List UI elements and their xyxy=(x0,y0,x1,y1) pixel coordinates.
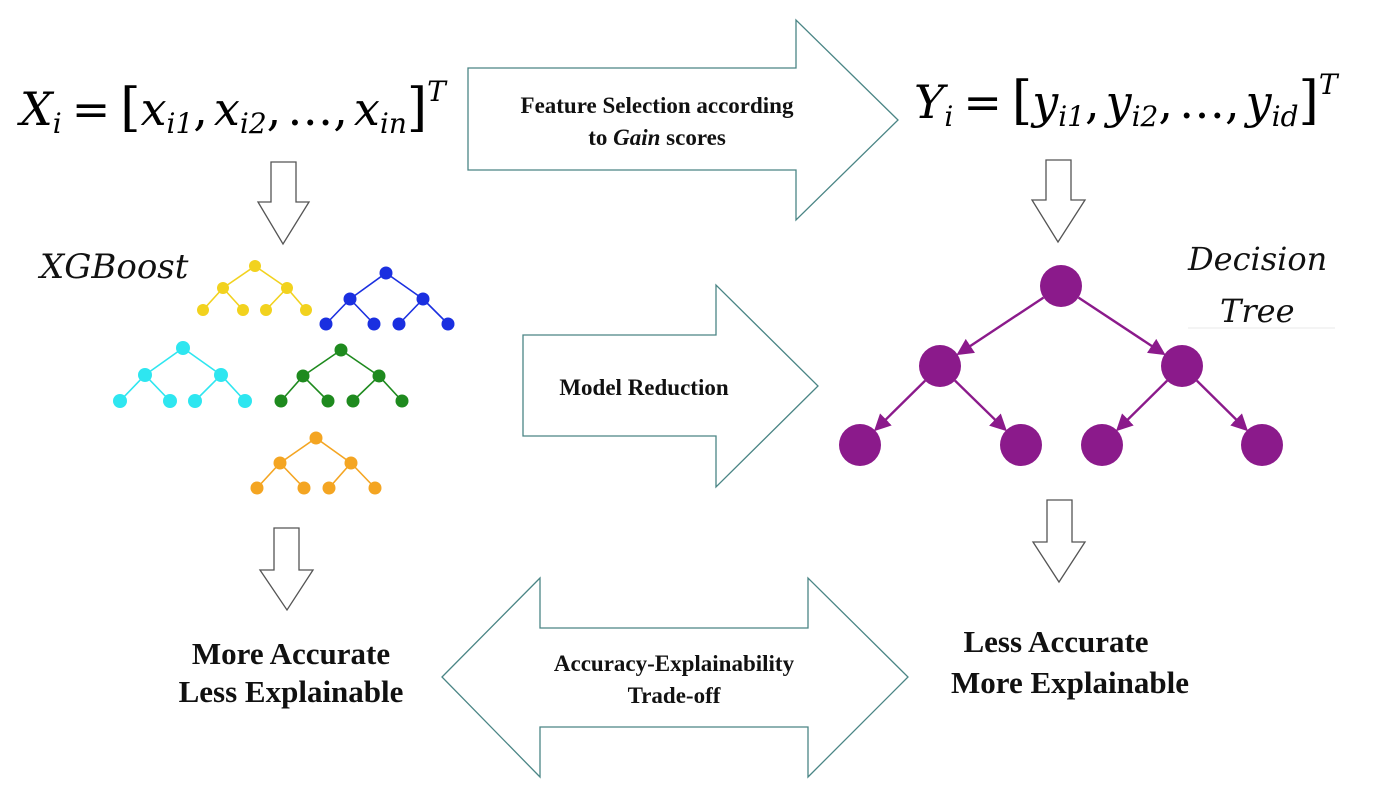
tree-edge xyxy=(315,437,352,464)
down-arrow-x-to-xgboost xyxy=(256,161,311,246)
tree-node xyxy=(343,292,357,306)
tree-node xyxy=(249,260,261,272)
tree-node xyxy=(300,304,312,316)
down-arrow-xgboost-to-outcome xyxy=(258,527,315,612)
tree-node xyxy=(250,481,264,495)
tree-node xyxy=(372,369,386,383)
tree-node xyxy=(368,481,382,495)
tradeoff-label-line1: Accuracy-Explainability xyxy=(554,651,795,676)
right-outcome-line2: More Explainable xyxy=(951,665,1189,700)
tree-node xyxy=(334,343,348,357)
tree-edge xyxy=(349,272,387,300)
tree-node xyxy=(367,317,381,331)
tree-node xyxy=(188,394,202,408)
tree-node xyxy=(113,394,127,408)
tree-edge xyxy=(222,265,256,289)
tree-node xyxy=(274,394,288,408)
feature-selection-label-line2: to Gain scores xyxy=(588,125,726,150)
tradeoff-label-line2: Trade-off xyxy=(628,683,721,708)
decision-tree-node xyxy=(1040,265,1082,307)
left-outcome-line1: More Accurate xyxy=(192,636,390,671)
decision-tree-edge xyxy=(873,379,926,432)
down-arrow-tree-to-outcome xyxy=(1031,499,1087,584)
tree-node xyxy=(392,317,406,331)
feature-selection-label-line1: Feature Selection according xyxy=(521,93,794,118)
decision-tree-node xyxy=(919,345,961,387)
tree-node xyxy=(176,341,190,355)
tree-node xyxy=(297,481,311,495)
decision-tree-edge xyxy=(1196,379,1249,432)
xgboost-tree-orange xyxy=(250,431,382,495)
tree-edge xyxy=(254,265,288,289)
tree-node xyxy=(260,304,272,316)
decision-tree-edge xyxy=(956,296,1045,356)
tree-edge xyxy=(182,347,222,376)
decision-tree-label-line2: Tree xyxy=(1220,292,1295,330)
tree-node xyxy=(217,282,229,294)
decision-tree-edge xyxy=(1115,379,1168,432)
tree-node xyxy=(322,481,336,495)
xgboost-tree-blue xyxy=(319,266,455,331)
tree-node xyxy=(416,292,430,306)
xgboost-tree-yellow xyxy=(197,260,312,316)
tree-node xyxy=(379,266,393,280)
xgboost-ensemble xyxy=(113,260,455,495)
tree-node xyxy=(238,394,252,408)
xgboost-tree-green xyxy=(274,343,409,408)
tree-node xyxy=(197,304,209,316)
x-vector-formula: Xi = [xi1, xi2,…, xin]T xyxy=(17,75,448,140)
xgboost-label: XGBoost xyxy=(37,247,189,287)
feature-selection-arrow: Feature Selection according to Gain scor… xyxy=(467,18,899,222)
right-outcome-line1: Less Accurate xyxy=(963,624,1148,659)
down-arrow-y-to-tree xyxy=(1030,159,1087,244)
tree-edge xyxy=(340,349,380,377)
tree-edge xyxy=(385,272,424,300)
tree-node xyxy=(319,317,333,331)
decision-tree-node xyxy=(1081,424,1123,466)
tree-node xyxy=(237,304,249,316)
tree-node xyxy=(309,431,323,445)
tree-node xyxy=(273,456,287,470)
decision-tree-node xyxy=(1000,424,1042,466)
tree-node xyxy=(441,317,455,331)
tradeoff-double-arrow: Accuracy-Explainability Trade-off xyxy=(441,576,909,779)
model-reduction-label: Model Reduction xyxy=(559,375,729,400)
decision-tree-node xyxy=(1161,345,1203,387)
tree-node xyxy=(346,394,360,408)
tree-node xyxy=(321,394,335,408)
svg-text:Xi=[xi1,xi2,…,xin]T: Xi = [xi1, xi2,…, xin]T xyxy=(17,75,448,140)
tree-node xyxy=(395,394,409,408)
tree-node xyxy=(281,282,293,294)
tree-edge xyxy=(302,349,342,377)
model-reduction-arrow: Model Reduction xyxy=(522,283,819,489)
decision-tree-edge xyxy=(1077,296,1166,356)
decision-tree-node xyxy=(1241,424,1283,466)
tree-node xyxy=(344,456,358,470)
tree-node xyxy=(296,369,310,383)
left-outcome-line2: Less Explainable xyxy=(179,674,404,709)
decision-tree-edge xyxy=(954,379,1007,432)
tree-node xyxy=(214,368,228,382)
tree-node xyxy=(138,368,152,382)
decision-tree-node xyxy=(839,424,881,466)
y-vector-formula: Yi = [yi1, yi2,…, yid]T xyxy=(914,68,1340,133)
decision-tree-label-line1: Decision xyxy=(1187,240,1327,278)
tree-node xyxy=(163,394,177,408)
decision-tree-diagram xyxy=(839,265,1283,466)
tree-edge xyxy=(279,437,317,464)
tree-edge xyxy=(144,347,184,376)
svg-text:Yi=[yi1,yi2,…,yid]T: Yi = [yi1, yi2,…, yid]T xyxy=(914,68,1340,133)
xgboost-tree-cyan xyxy=(113,341,252,408)
